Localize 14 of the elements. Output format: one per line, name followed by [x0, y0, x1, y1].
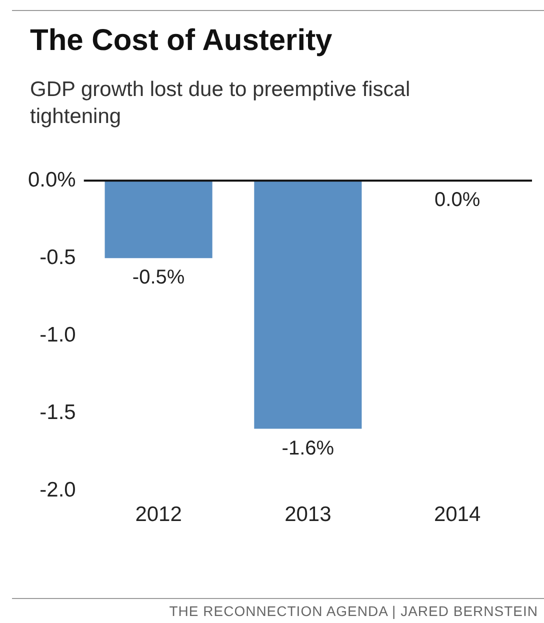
data-label: -1.6%: [282, 437, 334, 460]
data-label: 0.0%: [434, 189, 480, 212]
y-tick-label: 0.0%: [28, 168, 76, 192]
chart-subtitle: GDP growth lost due to preemptive fiscal tightening: [30, 77, 412, 130]
x-tick-label: 2012: [135, 503, 182, 526]
y-tick-label: -1.0: [40, 323, 76, 346]
x-tick-label: 2013: [284, 503, 332, 526]
y-tick-label: -1.5: [40, 401, 76, 424]
text: THE RECONNECTION AGENDA | JARED BERNSTEIN: [169, 603, 538, 619]
chart-title: The Cost of Austerity: [30, 24, 332, 58]
x-tick-label: 2014: [434, 503, 481, 526]
y-tick-label: -2.0: [40, 478, 76, 502]
y-tick-label: -0.5: [40, 246, 76, 269]
data-label: -0.5%: [132, 266, 185, 289]
